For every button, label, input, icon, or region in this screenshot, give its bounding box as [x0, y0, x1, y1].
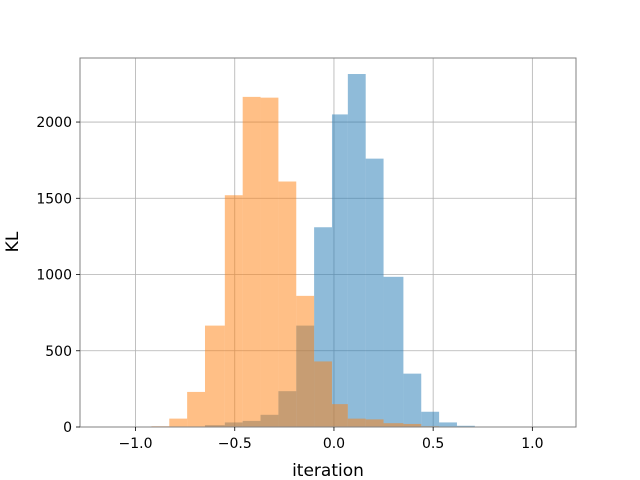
- x-axis-ticks: −1.0 −0.5 0.0 0.5 1.0: [119, 427, 543, 452]
- histogram-bar-series-2: [331, 404, 348, 427]
- x-tick-label: 0.0: [323, 436, 345, 452]
- histogram-bar-series-2: [365, 419, 384, 427]
- histogram-bar-series-2: [242, 96, 261, 427]
- x-tick-label: 1.0: [521, 436, 543, 452]
- y-tick-label: 2000: [36, 115, 72, 131]
- y-tick-label: 1000: [36, 268, 72, 284]
- x-tick-label: −1.0: [119, 436, 153, 452]
- histogram-bar-series-2: [347, 418, 366, 427]
- histogram-bar-series-1: [421, 411, 440, 427]
- y-tick-label: 1500: [36, 191, 72, 207]
- x-tick-label: 0.5: [422, 436, 444, 452]
- y-axis-ticks: 0 500 1000 1500 2000: [36, 115, 80, 436]
- histogram-bar-series-2: [187, 391, 205, 427]
- histogram-bar-series-1: [439, 422, 457, 427]
- histogram-bar-series-2: [278, 181, 297, 427]
- histogram-bar-series-1: [456, 425, 475, 427]
- histogram-bar-series-2: [383, 423, 404, 427]
- histogram-bars: [151, 74, 475, 428]
- histogram-bar-series-2: [260, 97, 279, 428]
- histogram-bar-series-1: [347, 74, 366, 428]
- x-axis-label: iteration: [292, 461, 364, 480]
- histogram-bar-series-2: [224, 195, 243, 427]
- plot-frame: [79, 57, 577, 428]
- x-tick-label: −0.5: [218, 436, 252, 452]
- histogram-bar-series-2: [314, 361, 332, 427]
- y-tick-label: 0: [63, 420, 72, 436]
- histogram-bar-series-2: [204, 325, 225, 427]
- histogram-bar-series-1: [331, 114, 348, 427]
- histogram-bar-series-2: [169, 418, 188, 427]
- histogram-bar-series-2: [403, 423, 422, 427]
- histogram-bar-series-1: [365, 158, 384, 428]
- histogram-bar-series-1: [383, 276, 404, 427]
- histogram-bar-series-1: [403, 373, 422, 427]
- y-axis-label: KL: [3, 231, 23, 252]
- histogram-bar-series-2: [296, 295, 315, 427]
- y-tick-label: 500: [45, 344, 72, 360]
